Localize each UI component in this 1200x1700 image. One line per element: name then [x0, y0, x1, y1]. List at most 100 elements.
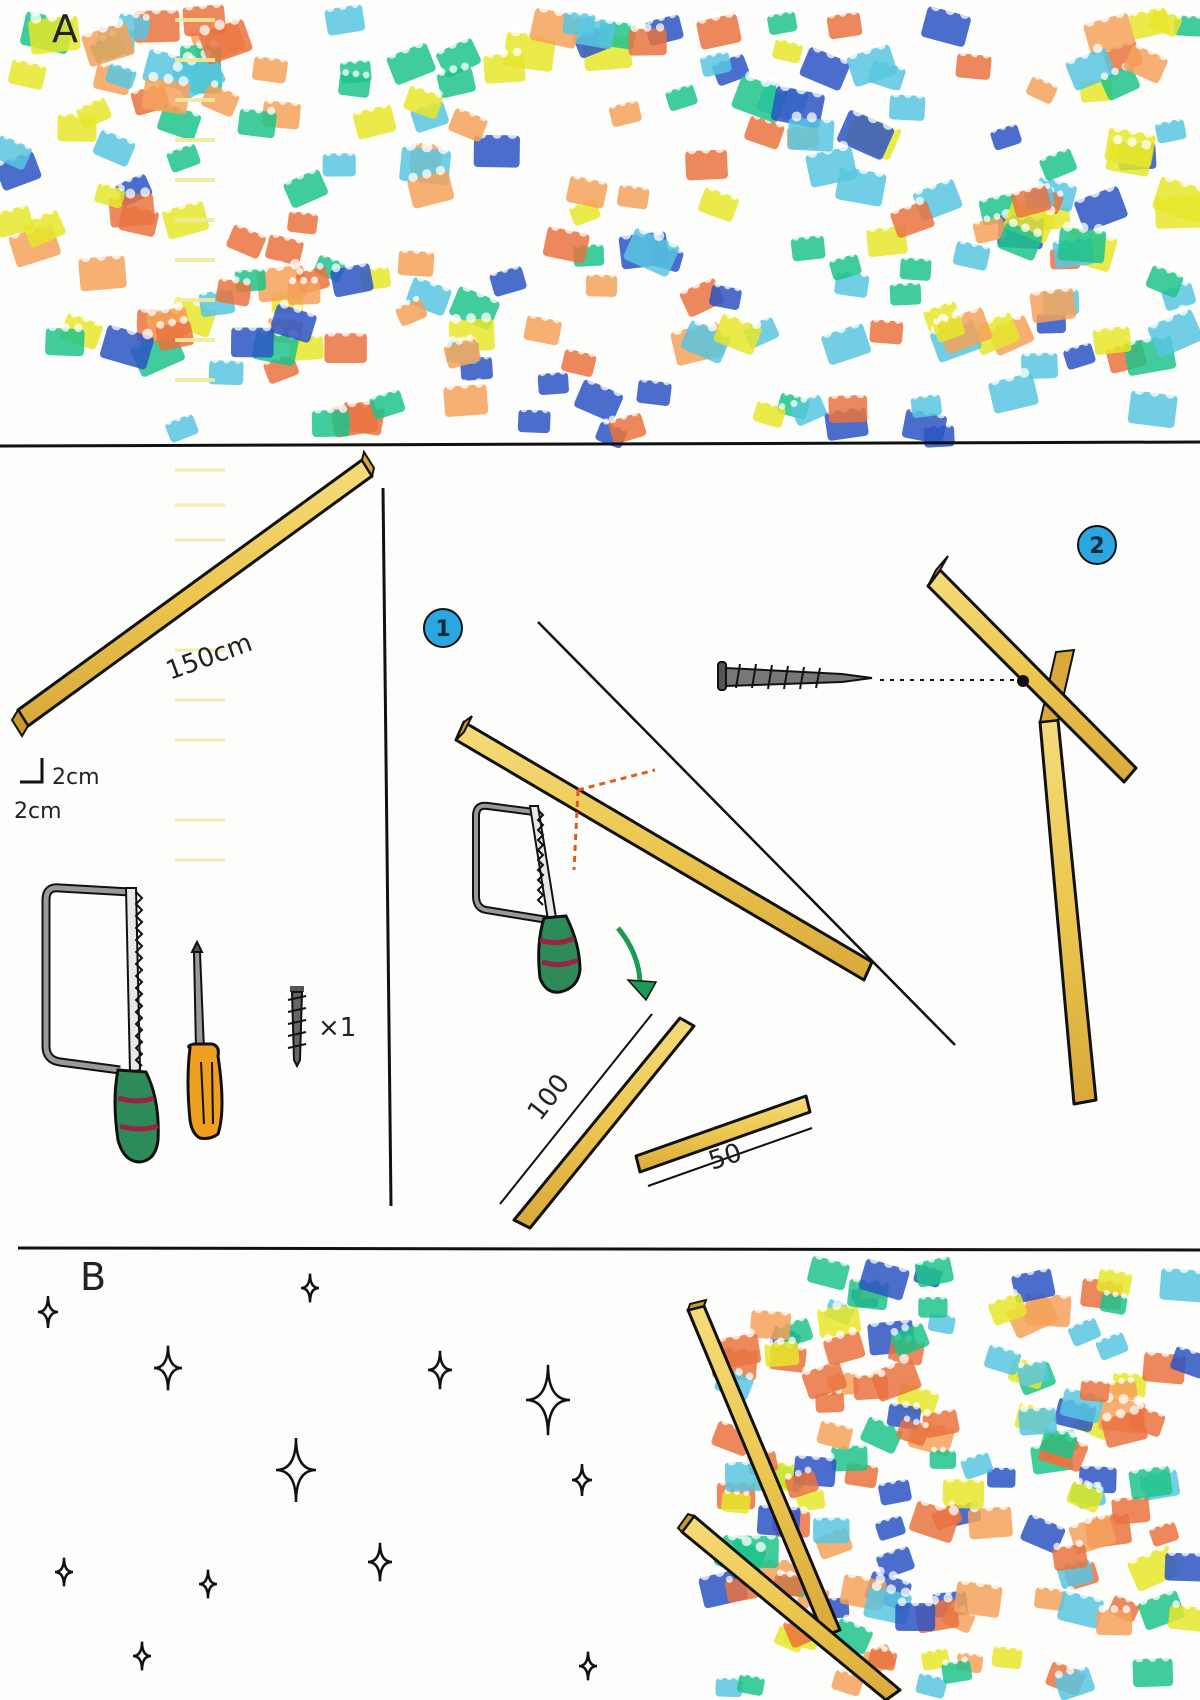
block-stamp [448, 104, 488, 142]
block-stamp [324, 0, 366, 36]
block-stamp [155, 316, 195, 351]
sparkle-icon [571, 1463, 593, 1497]
block-stamp [1026, 73, 1058, 104]
block-stamp [829, 250, 862, 281]
block-stamp [352, 99, 397, 140]
sparkle-icon [37, 1295, 59, 1329]
block-stamp [208, 355, 244, 386]
block-stamp [0, 200, 34, 238]
block-stamp [561, 344, 597, 377]
block-stamp [1063, 339, 1096, 370]
block-stamp [483, 47, 526, 84]
block-stamp [1127, 384, 1178, 428]
block-stamp [78, 249, 127, 292]
block-stamp [821, 318, 871, 365]
block-stamp [876, 1542, 915, 1579]
block-stamp [562, 7, 596, 36]
block-stamp [93, 126, 136, 167]
block-stamp [972, 213, 1007, 244]
block-stamp [623, 223, 680, 277]
curved-arrow-icon [616, 926, 658, 1002]
panel-b: B [37, 1251, 1200, 1700]
block-stamp [1101, 1405, 1148, 1448]
block-stamp [1011, 181, 1052, 218]
block-stamp [921, 1, 971, 47]
block-stamp [269, 299, 317, 343]
block-stamp [988, 367, 1039, 414]
panel-b-letter: B [80, 1255, 106, 1299]
cut-piece-100 [499, 1013, 696, 1230]
block-stamp [1074, 181, 1128, 232]
block-stamp [617, 180, 650, 210]
block-stamp [523, 310, 562, 346]
block-stamp [1066, 1477, 1104, 1513]
block-stamp [767, 7, 798, 35]
block-stamp [141, 71, 191, 115]
block-stamp [1011, 1263, 1056, 1303]
block-stamp [443, 334, 481, 369]
block-stamp [28, 8, 81, 55]
block-stamp [807, 1251, 850, 1291]
block-stamp [1149, 1518, 1179, 1547]
block-stamp [287, 207, 318, 235]
block-stamp [890, 1319, 930, 1357]
block-stamp [542, 221, 590, 264]
step-1-guide-line [537, 621, 956, 1046]
block-stamp [813, 1512, 850, 1544]
block-stamp [752, 397, 786, 428]
sparkles-group [37, 1273, 598, 1681]
block-stamp [1155, 115, 1187, 144]
block-stamp [81, 17, 135, 67]
block-stamp [608, 408, 647, 444]
block-stamp [764, 1336, 800, 1368]
block-stamp [828, 389, 868, 423]
block-stamp [628, 23, 667, 56]
panel-a: A [0, 0, 1200, 449]
block-stamp [889, 278, 922, 306]
block-stamp [787, 111, 835, 152]
block-stamp [888, 89, 926, 121]
block-stamp [322, 148, 356, 177]
panel-a-letter: A [52, 7, 78, 51]
block-stamp [910, 390, 942, 418]
block-stamp [1016, 1356, 1050, 1387]
block-stamp [1147, 304, 1200, 358]
sparkle-icon [525, 1364, 571, 1436]
screw-count-label: ×1 [318, 1013, 356, 1043]
block-stamp [772, 35, 803, 64]
step-2: 2 [717, 525, 1138, 1106]
block-stamp [1033, 1582, 1066, 1611]
cross-section-height-label: 2cm [14, 799, 62, 824]
block-stamp [895, 1597, 936, 1632]
block-stamp [45, 322, 85, 357]
block-stamp [166, 140, 201, 173]
sparkle-icon [198, 1569, 218, 1599]
block-stamp [790, 391, 827, 426]
block-stamp [922, 1404, 960, 1438]
block-stamp [826, 7, 863, 40]
block-stamp [283, 165, 328, 209]
block-stamp [799, 42, 850, 91]
divider-top [0, 440, 1200, 448]
cross-section-width-label: 2cm [52, 765, 100, 790]
block-stamp [0, 131, 33, 170]
block-stamp [1096, 1604, 1133, 1636]
sparkle-icon [153, 1345, 183, 1391]
block-stamp [201, 80, 240, 117]
step-2-number: 2 [1089, 534, 1104, 559]
block-stamp [929, 1446, 957, 1469]
block-stamp [330, 258, 374, 298]
block-stamp [395, 295, 428, 326]
step-1: 1 [423, 608, 956, 1230]
block-stamp [1020, 347, 1058, 380]
divider-vertical [381, 487, 393, 1207]
block-stamp [1018, 1402, 1057, 1436]
screwdriver-icon [186, 939, 224, 1140]
block-stamp [816, 1416, 853, 1450]
block-stamp [311, 404, 350, 437]
block-stamp [685, 143, 728, 181]
block-stamp [696, 8, 742, 50]
block-stamp [713, 309, 762, 355]
block-stamp [984, 1340, 1022, 1376]
